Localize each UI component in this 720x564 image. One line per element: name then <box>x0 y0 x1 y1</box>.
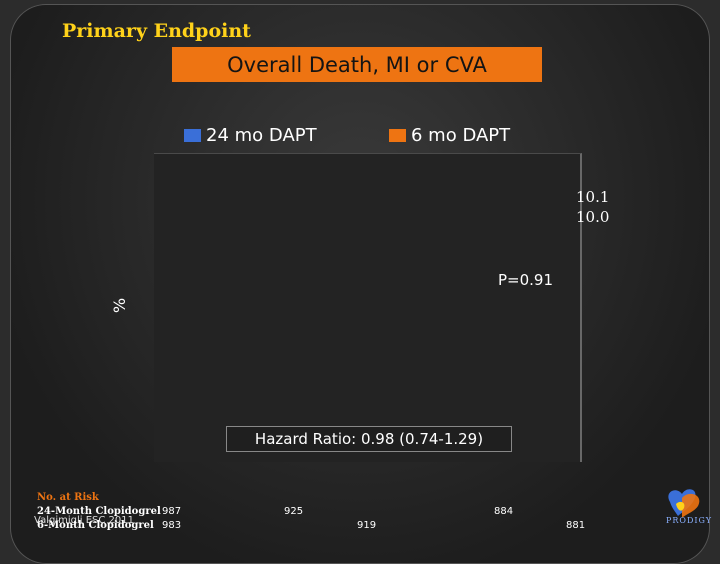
risk-value: 987 <box>162 506 182 517</box>
y-axis-label: % <box>110 297 130 314</box>
end-value-6mo: 10.0 <box>576 208 610 226</box>
legend-item-24mo: 24 mo DAPT <box>184 125 317 146</box>
legend-swatch-6mo <box>389 129 406 142</box>
risk-row-label-6mo: 6-Month Clopidogrel <box>37 520 154 531</box>
legend-label-24mo: 24 mo DAPT <box>206 125 317 146</box>
hazard-ratio-box: Hazard Ratio: 0.98 (0.74-1.29) <box>226 426 512 452</box>
prodigy-logo-icon <box>668 489 700 518</box>
legend-item-6mo: 6 mo DAPT <box>389 125 510 146</box>
section-title: Primary Endpoint <box>62 20 251 42</box>
risk-value: 881 <box>566 520 586 531</box>
plot-area <box>154 153 582 462</box>
logo-text: PRODIGY <box>666 516 713 525</box>
footnote-citation: Valgimigli ESC 2011 <box>34 515 134 526</box>
risk-value: 919 <box>357 520 377 531</box>
risk-value: 983 <box>162 520 182 531</box>
chart-banner: Overall Death, MI or CVA <box>172 47 542 82</box>
risk-table-title: No. at Risk <box>37 492 99 503</box>
risk-row-label-24mo: 24-Month Clopidogrel <box>37 506 161 517</box>
risk-value: 884 <box>494 506 514 517</box>
legend-swatch-24mo <box>184 129 201 142</box>
risk-value: 925 <box>284 506 304 517</box>
p-value-annotation: P=0.91 <box>498 271 554 289</box>
legend-label-6mo: 6 mo DAPT <box>411 125 511 146</box>
end-value-24mo: 10.1 <box>576 188 610 206</box>
